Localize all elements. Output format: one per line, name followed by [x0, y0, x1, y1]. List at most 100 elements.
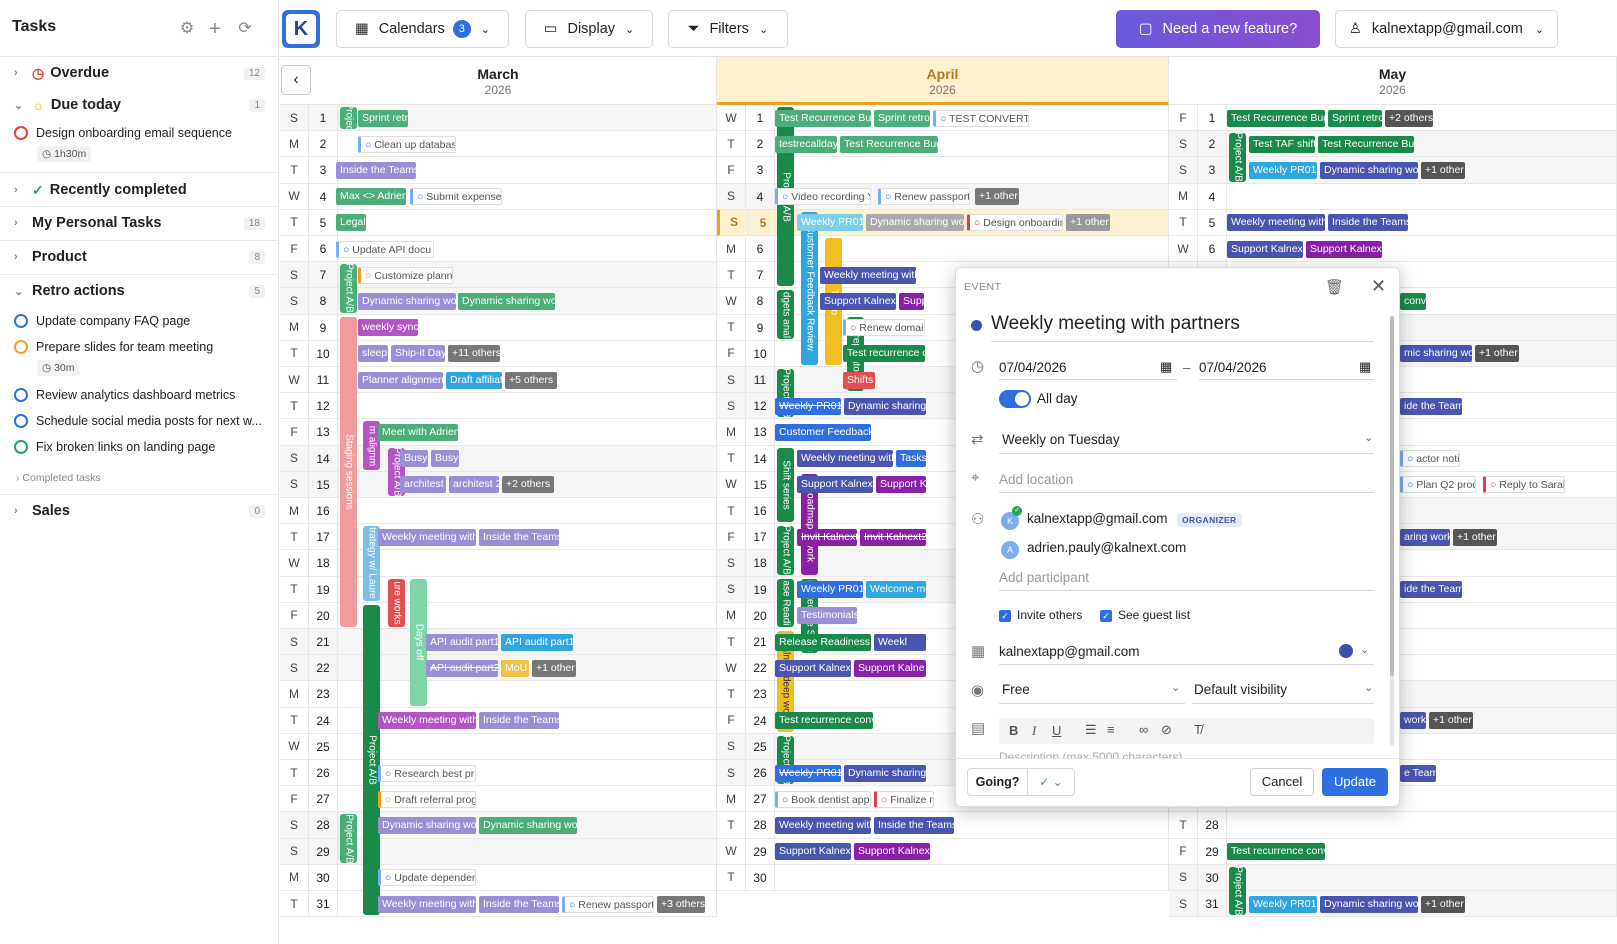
event-chip[interactable]: Weekly meeting with: [820, 266, 916, 284]
event-chip[interactable]: aring work: [1400, 528, 1450, 546]
event-chip[interactable]: MoU: [501, 659, 529, 677]
multi-day-event[interactable]: Project A/B: [1229, 866, 1246, 916]
event-chip[interactable]: mic sharing work: [1400, 345, 1472, 363]
visibility-select[interactable]: Default visibility: [1194, 682, 1288, 697]
multi-day-event[interactable]: Roadmap rework: [801, 473, 818, 575]
event-chip[interactable]: Inside the Teams: [874, 816, 954, 834]
event-chip[interactable]: Invit Kalnext2: [860, 528, 926, 546]
event-chip[interactable]: Support Kalne: [854, 659, 926, 677]
event-chip[interactable]: testrecallday: [775, 135, 837, 153]
event-chip[interactable]: Support Kalnext: [1306, 240, 1382, 258]
event-chip[interactable]: Ship-it Day: [391, 345, 445, 363]
multi-day-event[interactable]: Project: [340, 107, 357, 130]
day-row[interactable]: M 16: [280, 498, 717, 525]
plus-icon[interactable]: +: [209, 18, 221, 40]
close-icon[interactable]: ✕: [1371, 276, 1387, 296]
event-chip[interactable]: +1 other: [1475, 345, 1519, 363]
multi-day-event[interactable]: trategy w/ Laure: [363, 526, 380, 601]
calendars-button[interactable]: ▦ Calendars 3 ⌄: [336, 10, 509, 48]
event-chip[interactable]: Weekly meeting with: [378, 895, 476, 913]
end-date-input[interactable]: 07/04/2026: [1199, 360, 1267, 375]
rsvp-check-dropdown[interactable]: ✓ ⌄: [1039, 775, 1063, 789]
event-chip[interactable]: Legal: [336, 214, 366, 232]
event-chip[interactable]: +1 other: [1066, 214, 1110, 232]
section-overdue[interactable]: › ◷ Overdue 12: [0, 58, 279, 88]
event-chip[interactable]: Customer Feedback R: [775, 423, 871, 441]
unlink-icon[interactable]: ⊘: [1161, 722, 1172, 737]
day-row[interactable]: T 31: [280, 891, 717, 918]
task-item[interactable]: Fix broken links on landing page: [14, 440, 215, 454]
event-chip[interactable]: work: [1400, 712, 1426, 730]
day-row[interactable]: W 29: [717, 838, 1169, 865]
event-chip[interactable]: Test TAF shift: [1249, 135, 1315, 153]
task-chip[interactable]: ○ Video recording Y: [775, 188, 871, 206]
start-date-input[interactable]: 07/04/2026: [999, 360, 1067, 375]
day-row[interactable]: T 28: [1169, 812, 1617, 839]
event-chip[interactable]: e Teams: [1400, 764, 1436, 782]
event-chip[interactable]: Test Recurrence Bug: [775, 109, 871, 127]
event-chip[interactable]: Test Recurrence Bug: [1227, 109, 1325, 127]
multi-day-event[interactable]: Kalnext deep work: [777, 631, 794, 732]
task-chip[interactable]: ○ Clean up databas: [358, 135, 456, 153]
event-chip[interactable]: Shifts: [843, 371, 875, 389]
multi-day-event[interactable]: Project A/B: [777, 526, 794, 575]
completed-tasks-toggle[interactable]: › Completed tasks: [16, 472, 101, 484]
filters-button[interactable]: ⏷ Filters ⌄: [668, 10, 788, 48]
calendar-picker-icon[interactable]: ▦: [1359, 359, 1372, 374]
task-chip[interactable]: ○ Renew domai: [843, 319, 925, 337]
event-chip[interactable]: Busy: [431, 450, 459, 468]
event-chip[interactable]: architest 2: [449, 476, 499, 494]
event-chip[interactable]: Weekly PR01: [1249, 161, 1317, 179]
event-chip[interactable]: Weekly PR01: [797, 581, 863, 599]
task-chip[interactable]: ○ Book dentist app: [775, 790, 871, 808]
day-row[interactable]: M 30: [280, 864, 717, 891]
event-chip[interactable]: Sprint retro: [358, 109, 408, 127]
refresh-icon[interactable]: ⟳: [238, 20, 252, 37]
task-chip[interactable]: ○ Submit expense: [410, 188, 502, 206]
recurrence-select[interactable]: Weekly on Tuesday: [1002, 432, 1120, 447]
day-row[interactable]: F 10: [717, 340, 1169, 367]
task-checkbox[interactable]: [14, 126, 28, 140]
multi-day-event[interactable]: ase Readi: [777, 578, 794, 627]
event-chip[interactable]: Test recurrence co: [843, 345, 925, 363]
invite-others-checkbox[interactable]: ✓ Invite others: [999, 608, 1082, 622]
multi-day-event[interactable]: Project A/B: [363, 604, 380, 916]
event-chip[interactable]: Inside the Teams: [336, 161, 416, 179]
event-chip[interactable]: Inside the Teams: [479, 712, 559, 730]
event-chip[interactable]: Dynamic sharing work: [1320, 161, 1418, 179]
event-chip[interactable]: Dynamic sharing work: [866, 214, 964, 232]
description-input[interactable]: Description (max 5000 characters): [999, 750, 1183, 758]
multi-day-event[interactable]: dgets anal: [777, 290, 794, 339]
event-chip[interactable]: Weekly PR01: [797, 214, 863, 232]
event-chip[interactable]: Planner alignment: [358, 371, 443, 389]
day-row[interactable]: S 22: [280, 655, 717, 682]
event-chip[interactable]: Invit Kalnext: [797, 528, 857, 546]
task-chip[interactable]: ○ Reply to Sarah: [1483, 476, 1565, 494]
day-row[interactable]: T 24: [280, 707, 717, 734]
task-chip[interactable]: ○ Update dependen: [378, 869, 476, 887]
event-chip[interactable]: +11 others: [448, 345, 500, 363]
task-chip[interactable]: ○ Renew passports: [878, 188, 970, 206]
bullet-list-icon[interactable]: ☰: [1085, 722, 1097, 737]
task-chip[interactable]: ○ Plan Q2 product: [1400, 476, 1476, 494]
task-chip[interactable]: ○ Customize planni: [358, 266, 453, 284]
update-button[interactable]: Update: [1322, 768, 1388, 796]
event-chip[interactable]: Test recurrence conve: [775, 712, 873, 730]
multi-day-event[interactable]: Shift series: [777, 447, 794, 523]
event-chip[interactable]: Weekly PR01: [1249, 895, 1317, 913]
event-chip[interactable]: ide the Teams: [1400, 397, 1462, 415]
event-chip[interactable]: +1 other: [1421, 161, 1465, 179]
event-chip[interactable]: Meet with Adrien: [378, 423, 458, 441]
event-chip[interactable]: Dynamic sharing work: [358, 292, 456, 310]
day-row[interactable]: S 21: [280, 629, 717, 656]
link-icon[interactable]: ∞: [1139, 722, 1149, 737]
event-chip[interactable]: Support Kalnext: [1227, 240, 1303, 258]
gear-icon[interactable]: ⚙: [179, 20, 195, 37]
day-row[interactable]: T 10: [280, 340, 717, 367]
event-chip[interactable]: +1 other: [532, 659, 576, 677]
bold-icon[interactable]: B: [1009, 723, 1019, 738]
event-chip[interactable]: Dynamic sharing work: [1320, 895, 1418, 913]
event-chip[interactable]: Supp: [899, 292, 924, 310]
